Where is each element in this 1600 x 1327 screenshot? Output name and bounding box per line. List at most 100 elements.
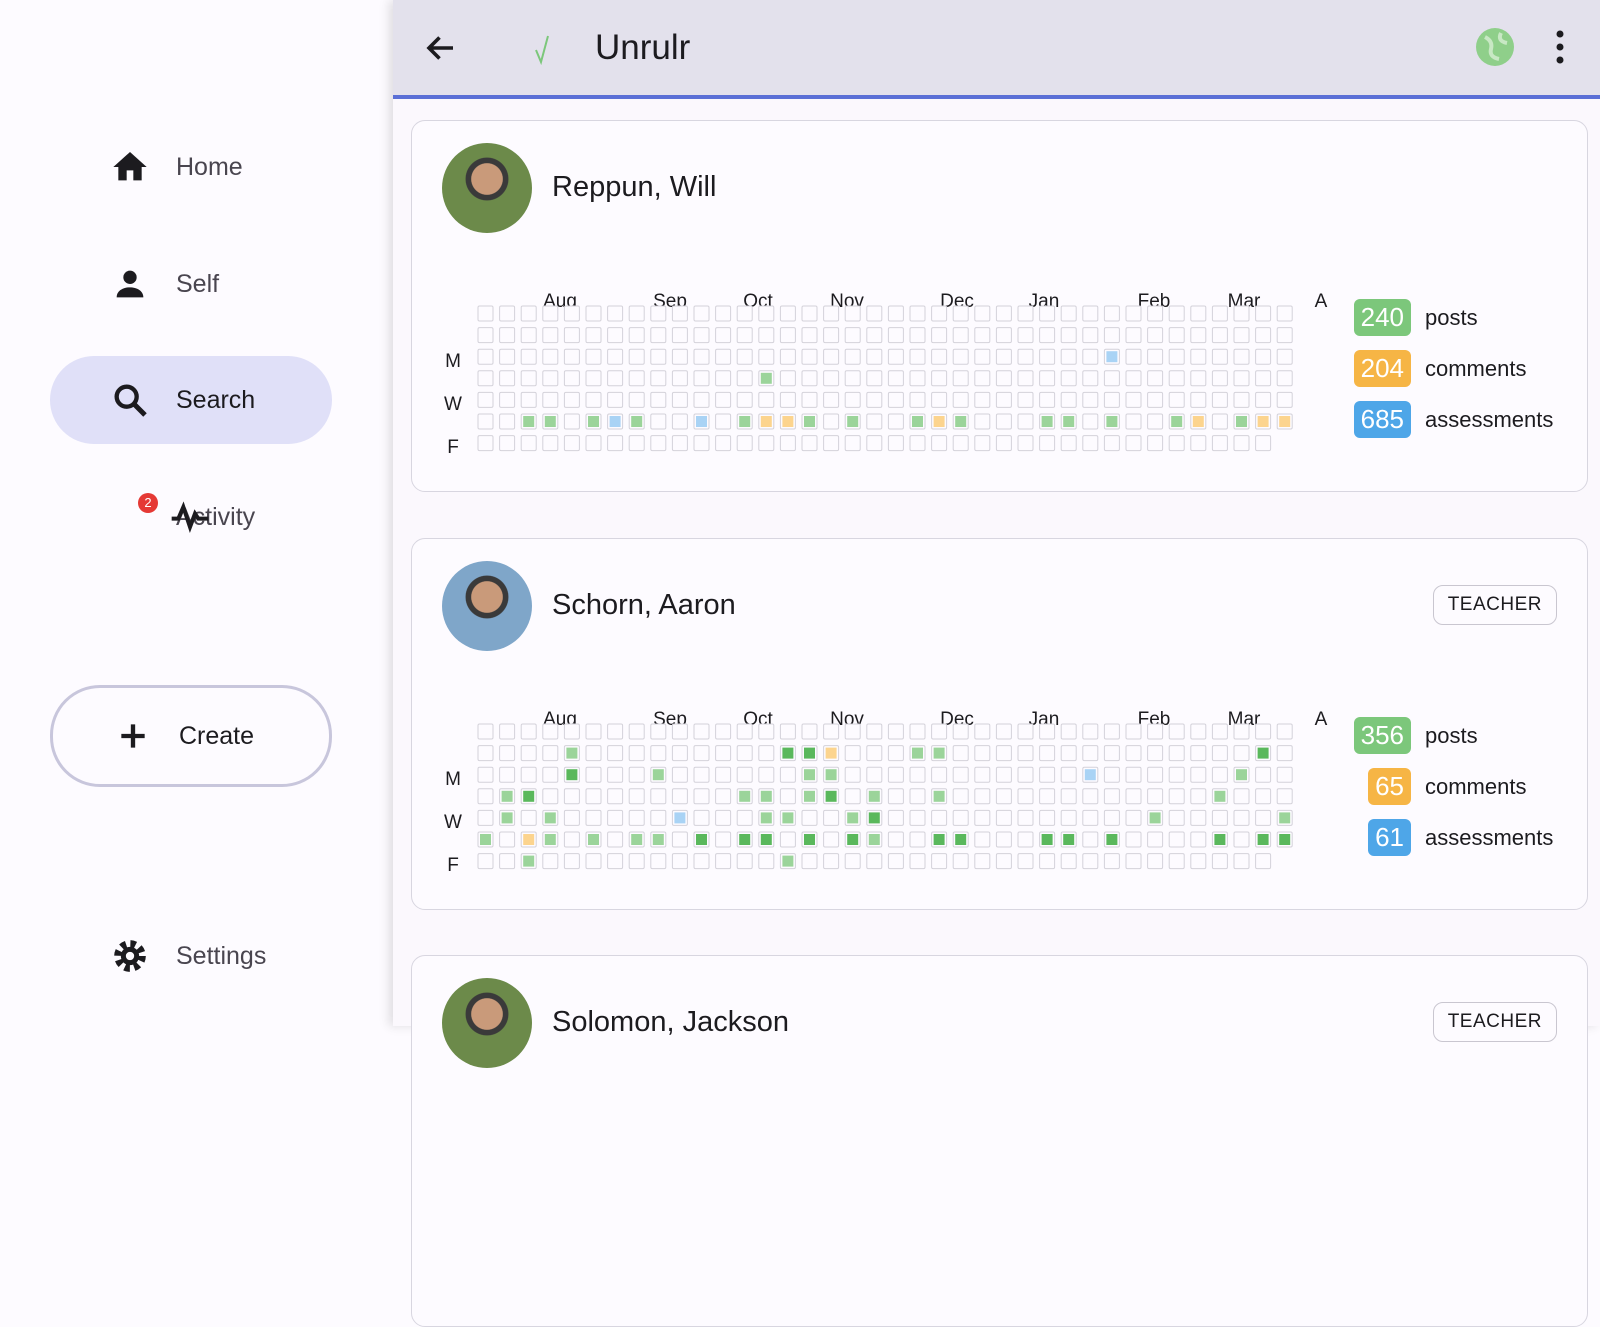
heatmap-cell xyxy=(801,305,818,322)
heatmap-cell xyxy=(650,305,667,322)
nav-self[interactable]: Self xyxy=(50,240,332,328)
activity-cell xyxy=(1214,790,1226,802)
heatmap-cell xyxy=(909,766,926,783)
heatmap-cell xyxy=(715,745,732,762)
heatmap-cell xyxy=(887,370,904,387)
heatmap-cell xyxy=(628,788,645,805)
heatmap-cell xyxy=(585,766,602,783)
stat-label: posts xyxy=(1425,722,1478,748)
activity-cell xyxy=(1063,834,1075,845)
person-name: Reppun, Will xyxy=(552,171,717,203)
back-button[interactable] xyxy=(423,30,459,66)
stat-count: 356 xyxy=(1353,717,1411,754)
heatmap-cell xyxy=(1103,435,1120,452)
heatmap-cell xyxy=(671,766,688,783)
globe[interactable] xyxy=(1475,27,1515,67)
heatmap-cell xyxy=(995,391,1012,408)
heatmap-cell xyxy=(974,327,991,344)
heatmap-cell xyxy=(1017,305,1034,322)
heatmap-cell xyxy=(477,348,494,365)
nav-search[interactable]: Search xyxy=(50,356,332,444)
stat-count: 65 xyxy=(1368,768,1411,805)
heatmap-cell xyxy=(1233,853,1250,870)
heatmap-cell xyxy=(1190,723,1207,740)
heatmap-cell xyxy=(909,853,926,870)
heatmap-cell xyxy=(477,853,494,870)
heatmap-cell xyxy=(1190,809,1207,826)
heatmap-cell xyxy=(628,723,645,740)
heatmap-cell xyxy=(1255,327,1272,344)
activity-cell xyxy=(1236,416,1247,427)
heatmap-cell xyxy=(650,413,667,430)
heatmap-cell xyxy=(1060,305,1077,322)
heatmap-cell xyxy=(671,853,688,870)
heatmap-cell xyxy=(1168,348,1185,365)
heatmap-cell xyxy=(801,853,818,870)
logo xyxy=(535,35,549,66)
activity-cell xyxy=(609,416,621,427)
heatmap-cell xyxy=(952,391,969,408)
heatmap-cell xyxy=(952,853,969,870)
heatmap-cell xyxy=(736,305,753,322)
heatmap-cell xyxy=(1168,788,1185,805)
activity-cell xyxy=(804,747,815,759)
heatmap-cell xyxy=(801,809,818,826)
nav-activity[interactable]: 2 Activity xyxy=(50,473,332,561)
heatmap-cell xyxy=(974,788,991,805)
heatmap-cell xyxy=(974,435,991,452)
heatmap-cell xyxy=(585,435,602,452)
heatmap-cell xyxy=(671,348,688,365)
heatmap-cell xyxy=(736,348,753,365)
create-button[interactable]: Create xyxy=(50,685,332,787)
heatmap-cell xyxy=(844,391,861,408)
heatmap-cell xyxy=(844,327,861,344)
heatmap-cell xyxy=(715,305,732,322)
heatmap-cell xyxy=(974,305,991,322)
heatmap-cell xyxy=(1082,723,1099,740)
heatmap-cell xyxy=(650,370,667,387)
heatmap-cell xyxy=(607,766,624,783)
activity-cell xyxy=(544,416,556,427)
activity-cell xyxy=(933,790,945,802)
heatmap-cell xyxy=(563,831,580,848)
heatmap-cell xyxy=(1147,745,1164,762)
heatmap-cell xyxy=(931,809,948,826)
heatmap-cell xyxy=(844,435,861,452)
heatmap-cell xyxy=(866,435,883,452)
heatmap-cell xyxy=(995,723,1012,740)
heatmap-cell xyxy=(995,413,1012,430)
heatmap-cell xyxy=(1190,391,1207,408)
stat-count: 240 xyxy=(1353,299,1411,336)
heatmap-cell xyxy=(715,766,732,783)
heatmap-cell xyxy=(1103,745,1120,762)
heatmap-cell xyxy=(499,435,516,452)
heatmap-cell xyxy=(477,435,494,452)
heatmap-cell xyxy=(1103,809,1120,826)
heatmap-cell xyxy=(736,327,753,344)
nav-settings[interactable]: Settings xyxy=(50,912,332,1000)
heatmap-cell xyxy=(715,370,732,387)
heatmap-cell xyxy=(520,745,537,762)
heatmap-cell xyxy=(1233,348,1250,365)
activity-cell xyxy=(804,416,815,427)
activity-cell xyxy=(1257,416,1269,427)
menu[interactable] xyxy=(1555,30,1565,66)
heatmap-cell xyxy=(1255,348,1272,365)
heatmap-cell xyxy=(844,305,861,322)
heatmap-cell xyxy=(585,305,602,322)
heatmap-cell xyxy=(1168,831,1185,848)
heatmap-cell xyxy=(520,809,537,826)
heatmap-cell xyxy=(801,370,818,387)
heatmap-cell xyxy=(1147,723,1164,740)
heatmap-cell xyxy=(1211,435,1228,452)
heatmap-cell xyxy=(1125,413,1142,430)
heatmap-cell xyxy=(995,435,1012,452)
heatmap-cell xyxy=(499,305,516,322)
heatmap-cell xyxy=(1211,370,1228,387)
nav-home[interactable]: Home xyxy=(50,123,332,211)
heatmap-cell xyxy=(1233,391,1250,408)
heatmap-cell xyxy=(887,348,904,365)
heatmap-cell xyxy=(477,745,494,762)
heatmap-cell xyxy=(736,391,753,408)
heatmap-cell xyxy=(1103,766,1120,783)
